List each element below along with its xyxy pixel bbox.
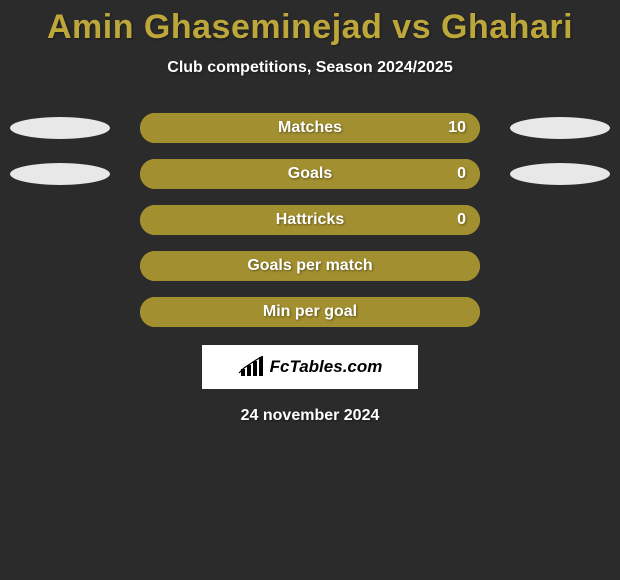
stat-row: Goals per match xyxy=(0,251,620,281)
bar-label: Goals per match xyxy=(140,251,480,281)
bar-label: Hattricks xyxy=(140,205,480,235)
bar-track: Goals per match xyxy=(140,251,480,281)
stat-row: Goals0 xyxy=(0,159,620,189)
stat-rows: Matches10Goals0Hattricks0Goals per match… xyxy=(0,113,620,327)
bar-label: Matches xyxy=(140,113,480,143)
bar-track: Matches10 xyxy=(140,113,480,143)
bar-label: Min per goal xyxy=(140,297,480,327)
bar-track: Hattricks0 xyxy=(140,205,480,235)
player-chip-right xyxy=(510,163,610,185)
bar-track: Min per goal xyxy=(140,297,480,327)
player-chip-left xyxy=(10,117,110,139)
date-label: 24 november 2024 xyxy=(0,407,620,425)
bar-value-right: 0 xyxy=(457,159,466,189)
page-title: Amin Ghaseminejad vs Ghahari xyxy=(0,0,620,47)
comparison-widget: Amin Ghaseminejad vs Ghahari Club compet… xyxy=(0,0,620,580)
player-chip-left xyxy=(10,163,110,185)
logo-box: FcTables.com xyxy=(202,345,418,389)
bar-value-right: 10 xyxy=(448,113,466,143)
logo-text: FcTables.com xyxy=(270,357,383,377)
bar-chart-icon xyxy=(238,356,266,378)
bar-track: Goals0 xyxy=(140,159,480,189)
subtitle: Club competitions, Season 2024/2025 xyxy=(0,59,620,77)
bar-value-right: 0 xyxy=(457,205,466,235)
stat-row: Min per goal xyxy=(0,297,620,327)
stat-row: Hattricks0 xyxy=(0,205,620,235)
bar-label: Goals xyxy=(140,159,480,189)
player-chip-right xyxy=(510,117,610,139)
stat-row: Matches10 xyxy=(0,113,620,143)
logo: FcTables.com xyxy=(238,356,383,378)
